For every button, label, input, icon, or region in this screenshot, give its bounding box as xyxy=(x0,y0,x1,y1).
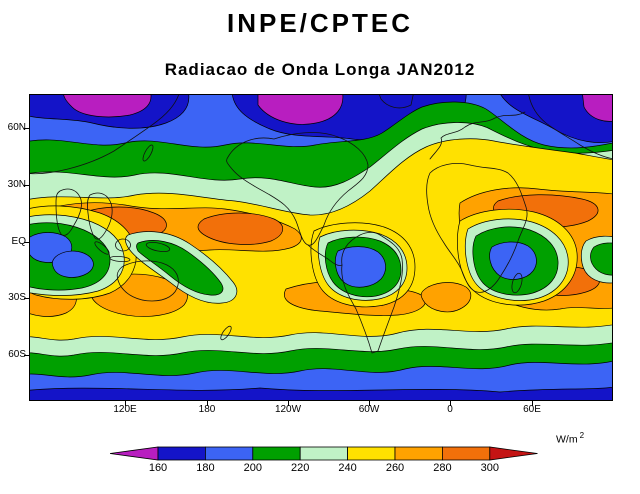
y-tick-label-60n: 60N xyxy=(7,122,26,133)
y-tick xyxy=(24,242,29,243)
x-tick xyxy=(288,401,289,406)
colorbar-label-200: 200 xyxy=(243,462,262,474)
colorbar-seg-240-260 xyxy=(347,446,396,461)
x-tick xyxy=(125,401,126,406)
y-tick xyxy=(24,355,29,356)
coast-india xyxy=(55,188,82,236)
chart-title: Radiacao de Onda Longa JAN2012 xyxy=(164,60,476,79)
coast-new-zealand xyxy=(220,325,232,341)
colorbar-label-280: 280 xyxy=(433,462,452,474)
colorbar xyxy=(109,446,538,461)
patch-green-spcz xyxy=(136,240,224,296)
units-text: W/m xyxy=(556,433,578,446)
colorbar-label-180: 180 xyxy=(196,462,215,474)
coast-borneo xyxy=(115,238,131,252)
colorbar-svg xyxy=(109,446,538,461)
coast-north-america xyxy=(226,132,369,246)
olr-contour-map xyxy=(30,95,612,400)
coast-south-america xyxy=(341,231,403,354)
y-tick xyxy=(24,128,29,129)
colorbar-label-220: 220 xyxy=(291,462,310,474)
coast-new-guinea xyxy=(145,241,171,253)
coast-central-america xyxy=(307,244,343,266)
y-tick-label-30n: 30N xyxy=(7,179,26,190)
coast-australia xyxy=(116,260,179,302)
x-tick-label-60w: 60W xyxy=(358,404,380,415)
band-darkblue-antarctic xyxy=(30,386,612,400)
core-darkorange-280-300-pacific-e xyxy=(197,212,283,245)
coast-asia-west xyxy=(30,95,180,175)
x-tick-label-0: 0 xyxy=(447,404,453,415)
colorbar-label-240: 240 xyxy=(338,462,357,474)
colorbar-arrow-below-160 xyxy=(109,446,159,461)
core-blue-africa xyxy=(489,241,537,280)
contour-fills xyxy=(30,95,612,400)
patch-orange-s-atlantic xyxy=(420,282,472,313)
coast-africa xyxy=(426,163,528,293)
y-tick-label-60s: 60S xyxy=(8,349,26,360)
core-blue-amazon xyxy=(335,246,386,288)
x-tick xyxy=(450,401,451,406)
y-tick-label-eq: EQ xyxy=(11,236,26,247)
x-tick xyxy=(532,401,533,406)
colorbar-arrow-above-300 xyxy=(489,446,538,461)
patch-magenta-below160-east xyxy=(582,95,612,122)
units-exponent: 2 xyxy=(579,431,585,440)
x-tick-label-180: 180 xyxy=(198,404,216,415)
coast-europe xyxy=(429,111,526,160)
coastlines xyxy=(30,95,612,354)
coast-se-asia xyxy=(87,192,113,240)
patch-green-right-edge xyxy=(590,242,612,276)
x-tick-label-60e: 60E xyxy=(523,404,541,415)
colorbar-label-260: 260 xyxy=(385,462,405,474)
coast-asia-east xyxy=(528,95,612,159)
colorbar-seg-220-240 xyxy=(299,446,348,461)
coast-greenland xyxy=(379,95,414,109)
colorbar-seg-180-200 xyxy=(205,446,254,461)
x-tick xyxy=(207,401,208,406)
patch-magenta-below160-west xyxy=(63,95,152,118)
y-tick-label-30s: 30S xyxy=(8,292,26,303)
colorbar-labels: 160 180 200 220 240 260 280 300 xyxy=(110,462,538,476)
units-label: W/m 2 xyxy=(556,431,584,446)
x-tick-label-120w: 120W xyxy=(274,404,302,415)
coast-java xyxy=(109,255,131,263)
coast-madagascar xyxy=(511,272,523,294)
x-tick-label-120e: 120E xyxy=(113,404,137,415)
patch-magenta-below160-center xyxy=(257,95,344,125)
colorbar-seg-200-220 xyxy=(252,446,301,461)
coast-sumatra xyxy=(94,241,110,255)
colorbar-seg-160-180 xyxy=(157,446,206,461)
colorbar-seg-280-300 xyxy=(441,446,491,461)
core-blue-maritime-2 xyxy=(52,250,94,278)
colorbar-label-300: 300 xyxy=(480,462,499,474)
map-frame xyxy=(29,94,613,401)
x-tick xyxy=(369,401,370,406)
colorbar-label-160: 160 xyxy=(148,462,168,474)
y-tick xyxy=(24,298,29,299)
page-title: INPE/CPTEC xyxy=(226,8,414,38)
colorbar-seg-260-280 xyxy=(394,446,443,461)
coast-japan xyxy=(142,144,154,162)
y-tick xyxy=(24,185,29,186)
